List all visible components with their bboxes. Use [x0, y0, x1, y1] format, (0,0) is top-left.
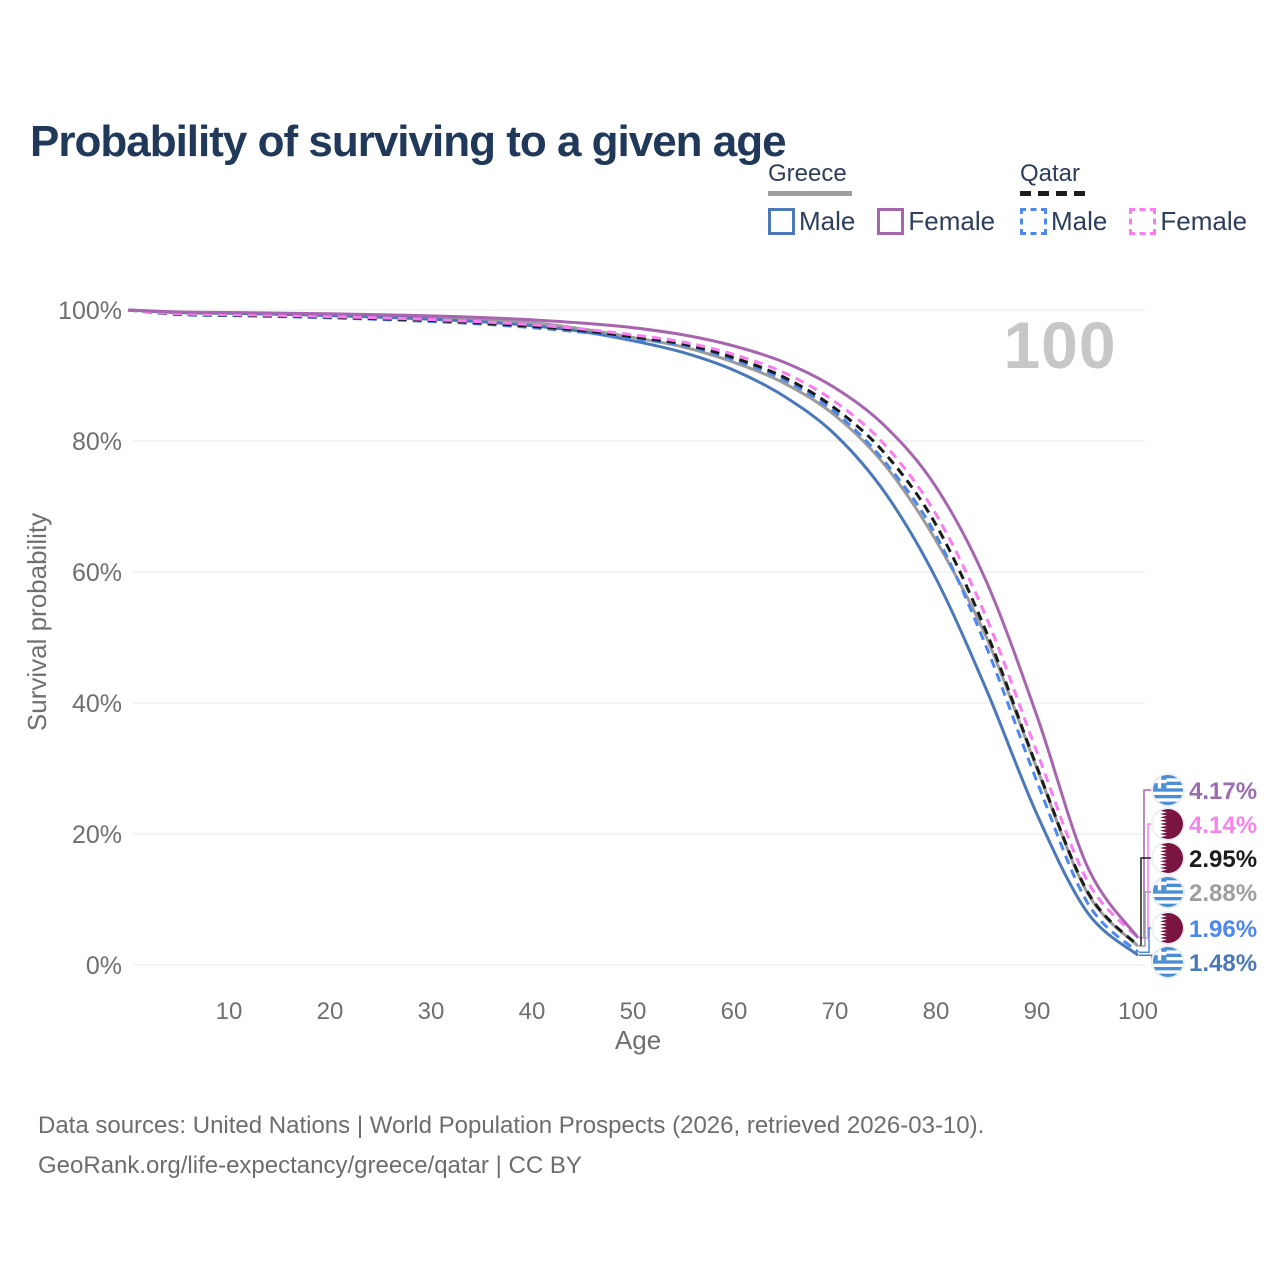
y-tick-40%: 40% — [72, 690, 122, 718]
end-value-label-greece-male[interactable]: 1.48% — [1189, 950, 1257, 977]
x-tick-30: 30 — [418, 998, 445, 1025]
flag-qatar-icon — [1151, 807, 1185, 841]
y-tick-0%: 0% — [86, 952, 122, 980]
flag-qatar-icon — [1151, 911, 1185, 945]
page-title: Probability of surviving to a given age — [30, 117, 787, 167]
legend-label: Female — [908, 206, 996, 236]
x-tick-40: 40 — [519, 998, 546, 1025]
legend-swatch-qatar-female — [1129, 208, 1157, 235]
x-tick-100: 100 — [1118, 998, 1158, 1025]
legend-country-qatar[interactable]: Qatar — [1020, 160, 1247, 196]
legend-swatch-greece-female — [877, 208, 905, 235]
y-tick-80%: 80% — [72, 428, 122, 456]
x-tick-60: 60 — [721, 998, 748, 1025]
x-tick-10: 10 — [216, 998, 243, 1025]
flag-greece-icon — [1151, 875, 1185, 909]
legend-greece-line-style — [768, 191, 852, 196]
curve-qatar-female[interactable] — [127, 308, 1140, 939]
legend-swatch-greece-male — [768, 208, 795, 235]
end-value-label-qatar-overall[interactable]: 2.95% — [1189, 846, 1257, 873]
legend-item-qatar-male[interactable]: Male — [1020, 206, 1107, 237]
end-value-label-greece-overall[interactable]: 2.88% — [1189, 880, 1257, 907]
y-axis-title: Survival probability — [22, 513, 52, 731]
legend-label: Male — [799, 206, 856, 236]
legend-label: Female — [1160, 206, 1248, 236]
end-connector-qatar-female — [1139, 823, 1151, 939]
x-tick-20: 20 — [317, 998, 344, 1025]
y-tick-20%: 20% — [72, 821, 122, 849]
legend-item-greece-male[interactable]: Male — [768, 206, 855, 237]
legend-item-greece-female[interactable]: Female — [877, 206, 995, 237]
legend-swatch-qatar-male — [1020, 208, 1047, 235]
end-connector-qatar-male — [1139, 927, 1151, 953]
legend-country-greece[interactable]: Greece — [768, 160, 995, 196]
legend: Greece Male Female Qatar Male Female — [0, 160, 1280, 250]
flag-greece-icon — [1151, 945, 1185, 979]
y-tick-60%: 60% — [72, 559, 122, 587]
end-value-label-qatar-female[interactable]: 4.14% — [1189, 812, 1257, 839]
x-tick-90: 90 — [1024, 998, 1051, 1025]
end-value-label-greece-female[interactable]: 4.17% — [1189, 778, 1257, 805]
curve-greece-female[interactable] — [127, 308, 1140, 939]
end-connector-greece-overall — [1139, 891, 1151, 947]
y-tick-100%: 100% — [58, 297, 122, 325]
x-tick-70: 70 — [822, 998, 849, 1025]
x-axis-title: Age — [615, 1025, 661, 1055]
legend-group-greece: Greece Male Female — [768, 160, 995, 237]
footer-attribution: GeoRank.org/life-expectancy/greece/qatar… — [38, 1151, 582, 1179]
hover-age-watermark: 100 — [1003, 308, 1116, 382]
footer: Data sources: United Nations | World Pop… — [38, 1106, 1238, 1185]
legend-group-qatar: Qatar Male Female — [1020, 160, 1247, 237]
x-tick-50: 50 — [620, 998, 647, 1025]
end-value-label-qatar-male[interactable]: 1.96% — [1189, 916, 1257, 943]
x-tick-80: 80 — [923, 998, 950, 1025]
legend-qatar-line-style — [1020, 191, 1086, 196]
legend-item-qatar-female[interactable]: Female — [1129, 206, 1247, 237]
flag-qatar-icon — [1151, 841, 1185, 875]
footer-data-sources: Data sources: United Nations | World Pop… — [38, 1112, 985, 1139]
legend-label: Male — [1051, 206, 1108, 236]
flag-greece-icon — [1151, 773, 1185, 807]
